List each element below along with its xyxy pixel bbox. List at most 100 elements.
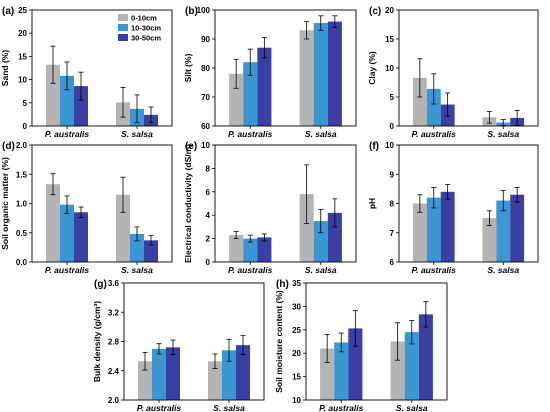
bar	[482, 218, 497, 262]
x-tick-label: S. salsa	[213, 403, 245, 412]
bar	[412, 203, 427, 262]
bar	[152, 348, 166, 400]
y-tick-label: 10	[18, 76, 27, 85]
y-tick-label: 20	[385, 6, 394, 15]
y-tick-label: 15	[292, 373, 301, 382]
bar	[440, 191, 455, 262]
y-tick-label: 8	[206, 164, 211, 173]
bar	[229, 235, 244, 262]
y-tick-label: 2.0	[16, 141, 28, 150]
chart-panel-3: (c) 0 5 10 15 20 Clay (%) P. australis S. salsa	[367, 6, 539, 139]
y-tick-label: 7	[390, 229, 395, 238]
bar	[74, 86, 88, 126]
bar	[390, 341, 405, 400]
y-tick-label: 25	[292, 326, 301, 335]
panel-label: (f)	[369, 141, 379, 152]
bar	[236, 345, 250, 400]
y-tick-label: 60	[201, 122, 210, 131]
y-tick-label: 80	[201, 64, 210, 73]
x-tick-label: S. salsa	[487, 265, 519, 275]
bar	[144, 240, 158, 262]
y-tick-label: 100	[197, 6, 211, 15]
y-tick-label: 10	[385, 141, 394, 150]
y-tick-label: 0	[390, 122, 395, 131]
x-tick-label: P. australis	[228, 129, 273, 139]
x-tick-label: P. australis	[228, 265, 273, 275]
chart-panel-8: (h) 10 15 20 25 30 35 Soil moisture content (%)…	[274, 279, 448, 412]
y-tick-label: 20	[292, 349, 301, 358]
legend-swatch	[118, 24, 128, 31]
bar	[46, 184, 60, 262]
y-tick-label: 30	[292, 302, 301, 311]
y-tick-label: 10	[385, 64, 394, 73]
chart-panel-2: (b) 60 70 80 90 100 Silt (%) P. australis S. sal…	[183, 6, 357, 139]
y-axis-label: Clay (%)	[367, 51, 377, 85]
bar	[348, 328, 363, 400]
plot-frame	[398, 9, 539, 127]
y-tick-label: 35	[292, 279, 301, 288]
y-axis-label: pH	[367, 198, 377, 209]
y-tick-label: 10	[201, 141, 210, 150]
bar	[327, 21, 342, 127]
y-tick-label: 0	[23, 122, 28, 131]
bar	[404, 332, 419, 400]
panel-label: (a)	[2, 6, 14, 17]
bar	[510, 194, 525, 262]
y-tick-label: 0	[206, 258, 211, 267]
y-tick-label: 1.0	[16, 200, 28, 209]
y-tick-label: 9	[390, 170, 395, 179]
plot-frame	[305, 282, 448, 401]
plot-frame	[398, 144, 539, 263]
x-tick-label: P. australis	[412, 265, 457, 275]
y-tick-label: 6	[206, 188, 211, 197]
y-tick-label: 15	[385, 35, 394, 44]
plot-frame	[31, 144, 173, 263]
x-tick-label: P. australis	[412, 129, 457, 139]
y-tick-label: 8	[390, 200, 395, 209]
chart-panel-7: (g) 2.0 2.4 2.8 3.2 3.6 Bulk density (g/cm³) P.…	[92, 279, 265, 412]
x-tick-label: P. australis	[319, 403, 364, 412]
y-tick-label: 0.5	[16, 229, 28, 238]
y-tick-label: 4	[206, 211, 211, 220]
bar	[46, 64, 60, 126]
legend-label: 30-50cm	[131, 34, 161, 43]
y-tick-label: 2	[206, 235, 211, 244]
x-tick-label: P. australis	[137, 403, 182, 412]
legend-label: 0-10cm	[131, 14, 157, 23]
y-tick-label: 25	[18, 6, 27, 15]
panel-label: (b)	[185, 6, 198, 17]
panel-label: (e)	[185, 141, 197, 152]
plot-frame	[214, 144, 357, 263]
bar	[243, 238, 258, 262]
x-tick-label: S. salsa	[121, 265, 153, 275]
x-tick-label: S. salsa	[121, 129, 153, 139]
chart-panel-4: (d) 0.0 0.5 1.0 1.5 2.0 Soil organic matter (%…	[0, 141, 173, 275]
legend-label: 10-30cm	[131, 24, 161, 33]
y-tick-label: 2.4	[108, 367, 120, 376]
bar	[243, 62, 258, 126]
y-tick-label: 5	[23, 99, 28, 108]
bar	[313, 221, 328, 262]
y-tick-label: 3.6	[108, 279, 120, 288]
legend-swatch	[118, 34, 128, 41]
y-tick-label: 0.0	[16, 258, 28, 267]
y-tick-label: 2.0	[108, 396, 120, 405]
bar	[412, 77, 427, 126]
legend-swatch	[118, 14, 128, 21]
y-tick-label: 1.5	[16, 170, 28, 179]
chart-panel-1: (a) 0 5 10 15 20 25 Sand (%) P. australis S. sals…	[0, 6, 173, 139]
y-tick-label: 6	[390, 258, 395, 267]
y-tick-label: 70	[201, 93, 210, 102]
panel-label: (d)	[2, 141, 15, 152]
panel-label: (c)	[369, 6, 381, 17]
bar	[138, 361, 152, 400]
x-tick-label: S. salsa	[305, 129, 337, 139]
bar	[313, 23, 328, 126]
bar	[426, 197, 441, 262]
plot-frame	[31, 9, 173, 127]
x-tick-label: P. australis	[45, 129, 90, 139]
bar	[320, 348, 335, 400]
y-axis-label: Electrical conductivity (dS/m)	[183, 144, 193, 263]
